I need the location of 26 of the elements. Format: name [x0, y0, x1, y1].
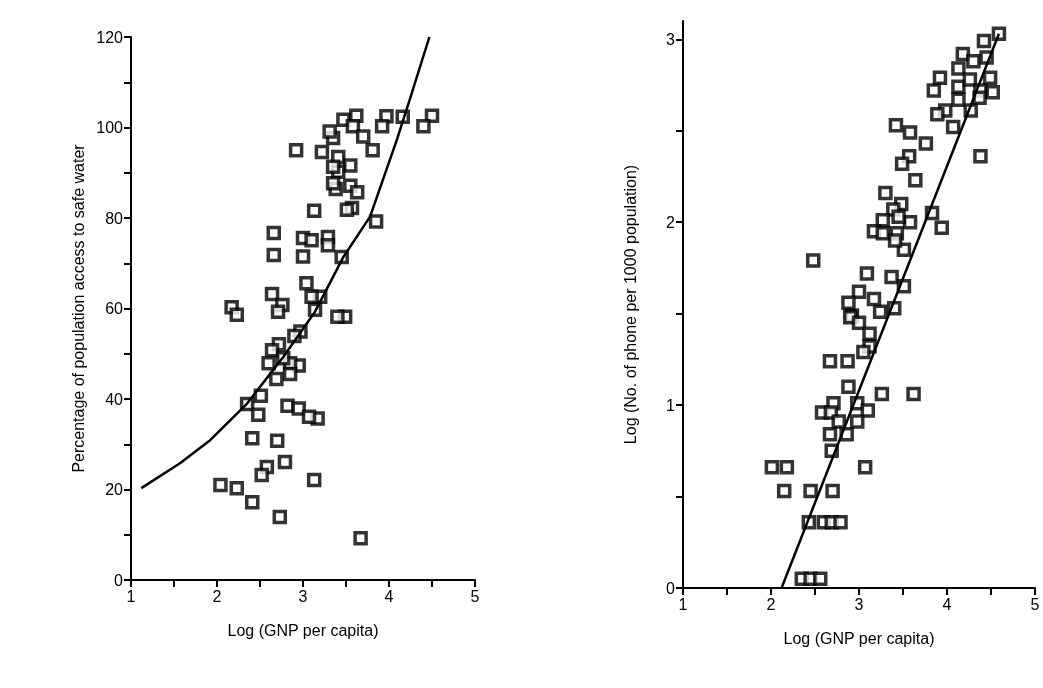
y-tick-label: 1 [666, 396, 676, 414]
y-tick-label: 40 [105, 390, 124, 408]
y-axis-title: Percentage of population access to safe water [69, 143, 87, 473]
x-axis-title: Log (GNP per capita) [227, 621, 379, 639]
x-tick-label: 2 [212, 587, 222, 605]
x-tick-label: 1 [126, 587, 136, 605]
y-tick-label: 20 [105, 481, 124, 498]
x-tick-label: 1 [678, 595, 688, 613]
y-tick-label: 120 [96, 28, 124, 46]
x-axis-title: Log (GNP per capita) [783, 629, 935, 647]
x-tick-label: 5 [1030, 595, 1040, 613]
y-tick-label: 0 [666, 579, 676, 597]
x-tick-label: 4 [942, 595, 952, 613]
y-axis-title: Log (No. of phone per 1000 population) [621, 164, 639, 445]
x-tick-label: 2 [766, 595, 776, 613]
x-tick-label: 5 [470, 587, 480, 605]
y-tick-label: 3 [666, 30, 676, 48]
y-tick-label: 80 [105, 209, 124, 227]
y-tick-label: 0 [114, 571, 124, 589]
line-series [140, 35, 431, 490]
x-tick-label: 3 [854, 595, 864, 613]
x-tick-label: 3 [298, 587, 308, 605]
y-tick-label: 100 [96, 119, 124, 136]
y-tick-label: 60 [105, 300, 124, 317]
y-tick-label: 2 [666, 213, 676, 231]
x-tick-label: 4 [384, 587, 394, 605]
